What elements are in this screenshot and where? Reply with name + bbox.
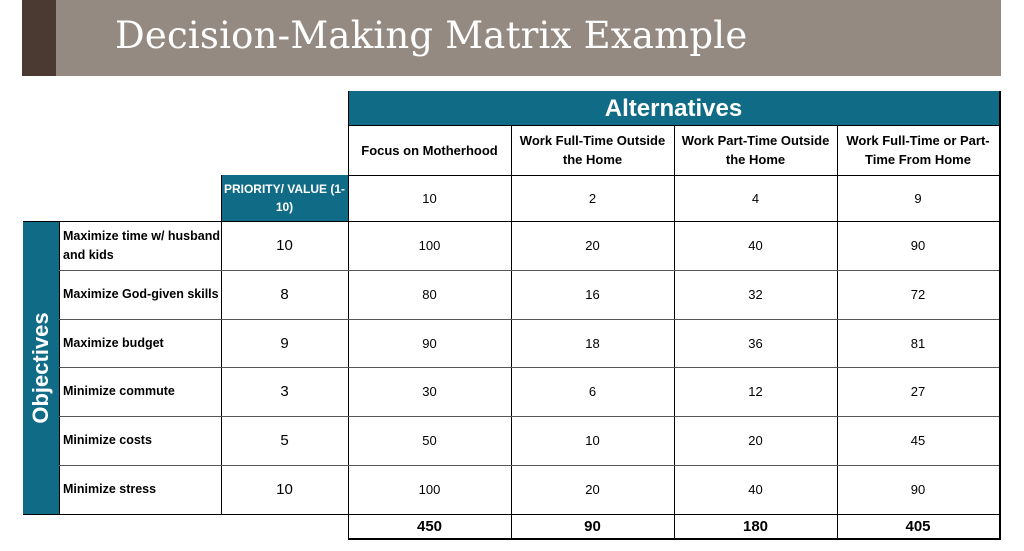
alternative-label: Focus on Motherhood — [361, 142, 498, 158]
alternative-total: 90 — [584, 517, 601, 535]
grid-line-h — [23, 221, 999, 222]
priority-header: PRIORITY/ VALUE (1-10) — [221, 175, 348, 221]
grid-line-h — [23, 514, 1001, 515]
score-cell: 16 — [585, 287, 600, 302]
score-cell: 90 — [910, 238, 926, 253]
grid-line-h — [348, 175, 999, 176]
alternative-value: 9 — [914, 190, 922, 206]
score-cell: 20 — [585, 238, 600, 253]
title-bar — [22, 0, 1001, 76]
objective-priority: 10 — [276, 237, 293, 254]
score-cell: 80 — [422, 287, 437, 302]
score-cell: 18 — [585, 335, 600, 351]
score-cell: 40 — [748, 238, 763, 253]
grid-line-v — [674, 125, 675, 538]
alternative-label: Work Full-Time Outside the Home — [519, 133, 666, 167]
alternative-value: 2 — [588, 190, 597, 206]
score-cell: 20 — [585, 482, 600, 497]
score-cell: 40 — [748, 482, 763, 497]
grid-line-h — [348, 125, 999, 126]
alternative-total: 450 — [416, 517, 443, 535]
grid-line-h — [59, 367, 999, 368]
grid-line-h — [59, 465, 999, 466]
score-cell: 100 — [418, 482, 441, 497]
score-cell: 20 — [748, 433, 763, 448]
alternatives-header: Alternatives — [348, 91, 999, 125]
score-cell: 12 — [748, 384, 763, 399]
grid-line-v — [511, 125, 512, 538]
objective-priority: 9 — [280, 334, 289, 352]
score-cell: 90 — [422, 335, 437, 351]
alternative-value: 4 — [751, 190, 760, 206]
alternative-label: Work Full-Time or Part-Time From Home — [846, 133, 990, 167]
objective-priority: 5 — [280, 432, 289, 449]
score-cell: 10 — [585, 433, 600, 448]
objective-label: Minimize commute — [63, 384, 175, 398]
objectives-header: Objectives — [23, 222, 59, 514]
score-cell: 27 — [910, 384, 926, 399]
score-cell: 45 — [910, 433, 926, 448]
score-cell: 32 — [748, 287, 763, 302]
score-cell: 36 — [748, 335, 763, 351]
score-cell: 6 — [588, 384, 597, 399]
objective-label: Maximize God-given skills — [63, 287, 219, 301]
objective-label: Minimize costs — [63, 433, 152, 447]
grid-line-v — [837, 125, 838, 538]
alternative-total: 405 — [905, 517, 931, 535]
alternative-label: Work Part-Time Outside the Home — [681, 133, 830, 167]
slide-title: Decision-Making Matrix Example — [115, 14, 748, 57]
score-cell: 50 — [422, 433, 437, 448]
objective-label: Maximize time w/ husband and kids — [63, 228, 220, 262]
objective-priority: 10 — [276, 481, 293, 498]
grid-line-h — [348, 538, 1001, 540]
title-accent — [22, 0, 56, 76]
objective-priority: 8 — [280, 286, 289, 303]
objective-priority: 3 — [280, 383, 289, 400]
objective-label: Maximize budget — [63, 335, 164, 350]
score-cell: 90 — [910, 482, 926, 497]
grid-line-v — [999, 91, 1001, 538]
score-cell: 30 — [422, 384, 437, 399]
objective-label: Minimize stress — [63, 482, 157, 496]
alternative-total: 180 — [742, 517, 769, 535]
grid-line-h — [59, 416, 999, 417]
score-cell: 81 — [910, 335, 926, 351]
grid-line-h — [59, 319, 999, 320]
alternative-value: 10 — [422, 190, 437, 206]
grid-line-v — [221, 175, 222, 514]
grid-line-h — [59, 270, 999, 271]
score-cell: 72 — [910, 287, 926, 302]
score-cell: 100 — [418, 238, 441, 253]
grid-line-v — [348, 91, 349, 538]
objectives-label: Objectives — [28, 312, 53, 424]
